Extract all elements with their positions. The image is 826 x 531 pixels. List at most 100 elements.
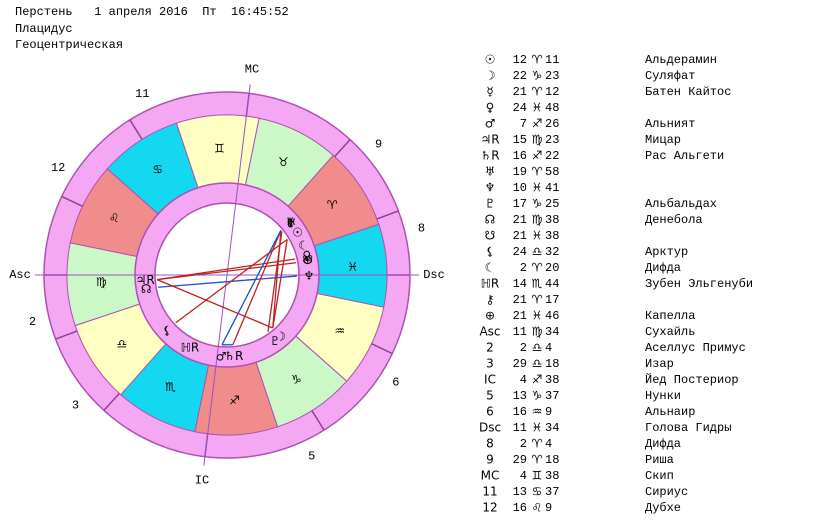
row-symbol: 2: [486, 341, 494, 355]
row-degree: 4: [520, 469, 527, 483]
house-cusp: [129, 119, 143, 140]
row-degree: 11: [513, 421, 527, 435]
planet-glyph: ☊: [141, 282, 152, 296]
aspect-line: [267, 231, 283, 332]
axis-label: Asc: [9, 268, 31, 282]
row-minute: 38: [545, 373, 559, 387]
row-degree: 22: [513, 69, 527, 83]
house-number: 8: [418, 221, 425, 235]
row-star: Йед Постериор: [645, 372, 739, 387]
row-minute: 44: [545, 277, 559, 291]
row-sign: ♐: [532, 149, 543, 163]
aspect-line: [157, 262, 297, 281]
planet-glyph: ⊕: [303, 253, 313, 267]
row-minute: 37: [545, 389, 559, 403]
row-degree: 12: [513, 53, 527, 67]
row-symbol: ☋: [485, 229, 496, 243]
header-line: Перстень 1 апреля 2016 Пт 16:45:52: [15, 5, 289, 19]
row-symbol: 9: [486, 453, 494, 467]
row-sign: ♒: [532, 405, 543, 419]
row-degree: 16: [513, 149, 527, 163]
row-star: Скип: [645, 469, 674, 483]
house-cusp: [311, 410, 325, 431]
row-star: Денебола: [645, 213, 703, 227]
row-minute: 38: [545, 229, 559, 243]
row-degree: 21: [513, 85, 527, 99]
house-number: 11: [135, 87, 149, 101]
row-sign: ♑: [532, 197, 543, 211]
row-star: Нунки: [645, 389, 681, 403]
row-symbol: 3: [486, 357, 494, 371]
row-symbol: 8: [486, 437, 494, 451]
house-number: 5: [308, 449, 315, 463]
row-sign: ♓: [532, 229, 543, 243]
row-star: Сухайль: [645, 325, 695, 339]
row-sign: ♎: [532, 245, 543, 259]
row-minute: 18: [545, 357, 559, 371]
sign-glyph: ♐: [229, 393, 240, 407]
sign-glyph: ♎: [116, 337, 127, 351]
row-sign: ♈: [532, 165, 543, 179]
row-star: Батен Кайтос: [645, 85, 731, 99]
sign-glyph: ♊: [214, 142, 225, 156]
row-sign: ♓: [532, 421, 543, 435]
aspect-line: [156, 279, 274, 329]
row-degree: 16: [513, 405, 527, 419]
row-symbol: ⚸: [486, 245, 495, 259]
planet-glyph: ☽: [275, 330, 286, 344]
row-degree: 21: [513, 309, 527, 323]
row-minute: 11: [545, 53, 559, 67]
row-sign: ♌: [532, 501, 543, 515]
row-minute: 32: [545, 245, 559, 259]
row-star: Альният: [645, 117, 695, 131]
row-star: Зубен Эльгенуби: [645, 277, 753, 291]
row-symbol: ☽: [485, 69, 496, 83]
row-sign: ♈: [532, 85, 543, 99]
row-degree: 19: [513, 165, 527, 179]
row-degree: 2: [520, 261, 527, 275]
row-sign: ♓: [532, 309, 543, 323]
row-minute: 34: [545, 421, 559, 435]
row-minute: 48: [545, 101, 559, 115]
planet-glyph: ♄R: [224, 349, 243, 363]
row-degree: 17: [513, 197, 527, 211]
row-minute: 23: [545, 133, 559, 147]
row-symbol: ♀: [486, 101, 495, 115]
row-symbol: ☊: [485, 213, 496, 227]
row-minute: 58: [545, 165, 559, 179]
house-cusp: [103, 392, 120, 411]
row-symbol: MC: [481, 469, 500, 483]
row-symbol: ♂: [485, 117, 496, 131]
planet-glyph: ♀: [302, 249, 311, 263]
axis-line: [203, 84, 251, 466]
row-star: Риша: [645, 453, 674, 467]
planet-glyph: ☉: [292, 226, 303, 240]
row-degree: 14: [513, 277, 527, 291]
row-sign: ♍: [532, 133, 543, 147]
row-minute: 34: [545, 325, 559, 339]
row-minute: 38: [545, 469, 559, 483]
planet-glyph: ☾: [298, 238, 309, 252]
planet-glyph: ⚸: [163, 323, 172, 337]
row-minute: 17: [545, 293, 559, 307]
aspect-line: [232, 230, 282, 346]
row-star: Аселлус Примус: [645, 341, 746, 355]
aspect-line: [272, 239, 288, 329]
sign-glyph: ♉: [278, 155, 289, 169]
planet-glyph: ♅: [286, 217, 297, 231]
row-degree: 13: [513, 389, 527, 403]
axis-label: Dsc: [423, 268, 445, 282]
row-minute: 41: [545, 181, 559, 195]
row-symbol: ☿: [486, 85, 493, 99]
row-degree: 29: [513, 453, 527, 467]
row-degree: 29: [513, 357, 527, 371]
row-sign: ♍: [532, 325, 543, 339]
row-degree: 10: [513, 181, 527, 195]
row-minute: 46: [545, 309, 559, 323]
planet-glyph: ☿: [286, 215, 293, 229]
row-degree: 21: [513, 293, 527, 307]
row-minute: 38: [545, 213, 559, 227]
row-star: Арктур: [645, 245, 688, 259]
row-sign: ♍: [532, 213, 543, 227]
house-number: 6: [392, 375, 399, 389]
